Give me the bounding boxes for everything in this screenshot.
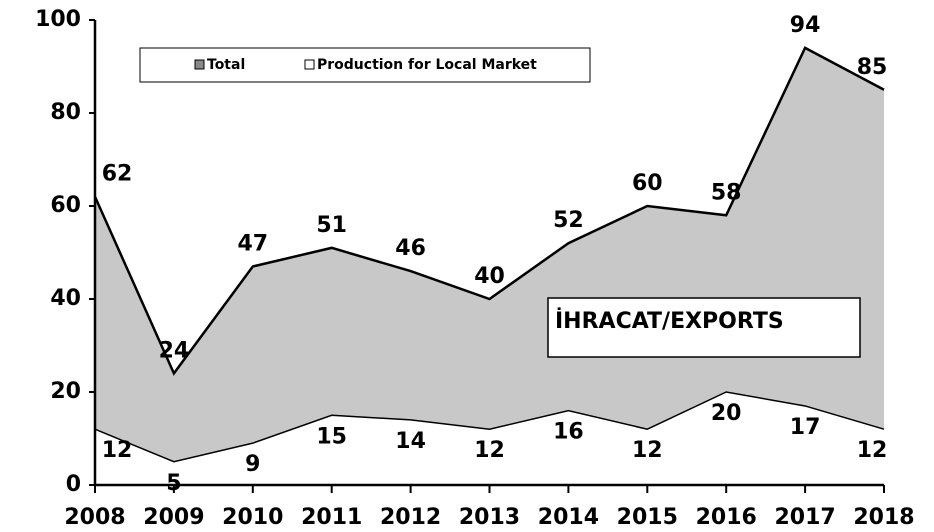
data-label: 16: [553, 420, 584, 445]
x-tick-label: 2017: [774, 505, 835, 530]
data-label: 46: [395, 236, 426, 261]
data-label: 60: [632, 171, 663, 196]
data-label: 52: [553, 208, 584, 233]
x-tick-label: 2008: [64, 505, 125, 530]
x-tick-label: 2013: [459, 505, 520, 530]
data-label: 12: [102, 438, 133, 463]
data-label: 62: [102, 162, 133, 187]
legend-label: Production for Local Market: [317, 57, 537, 73]
series-line: [94, 391, 885, 463]
data-label: 47: [237, 231, 268, 256]
y-tick-label: 40: [50, 286, 81, 311]
y-tick-label: 80: [50, 100, 81, 125]
y-tick-label: 60: [50, 193, 81, 218]
data-label: 94: [790, 13, 821, 38]
data-label: 5: [166, 471, 181, 496]
data-label: 12: [857, 438, 888, 463]
x-tick-label: 2018: [853, 505, 914, 530]
annotation: İHRACAT/EXPORTS: [555, 308, 784, 334]
area: [95, 392, 884, 485]
x-tick-label: 2009: [143, 505, 204, 530]
data-label: 51: [316, 213, 347, 238]
data-label: 15: [316, 424, 347, 449]
x-tick-label: 2014: [538, 505, 599, 530]
y-tick-label: 0: [66, 472, 81, 497]
x-tick-label: 2016: [696, 505, 757, 530]
data-label: 12: [632, 438, 663, 463]
area: [95, 47, 884, 486]
data-label: 9: [245, 452, 260, 477]
data-label: 40: [474, 264, 505, 289]
annotation-box: [547, 297, 861, 358]
data-label: 85: [857, 55, 888, 80]
y-tick-label: 100: [35, 7, 81, 32]
data-label: 14: [395, 429, 426, 454]
x-tick-label: 2015: [617, 505, 678, 530]
legend-swatch: [194, 59, 205, 70]
legend-swatch: [304, 59, 315, 70]
x-tick-label: 2010: [222, 505, 283, 530]
data-label: 12: [474, 438, 505, 463]
x-tick-label: 2011: [301, 505, 362, 530]
y-tick-label: 20: [50, 379, 81, 404]
x-tick-label: 2012: [380, 505, 441, 530]
legend-label: Total: [207, 57, 245, 73]
data-label: 58: [711, 180, 742, 205]
data-label: 17: [790, 415, 821, 440]
data-label: 24: [159, 338, 190, 363]
series-line: [93, 46, 885, 376]
legend-box: [139, 47, 591, 83]
data-label: 20: [711, 401, 742, 426]
